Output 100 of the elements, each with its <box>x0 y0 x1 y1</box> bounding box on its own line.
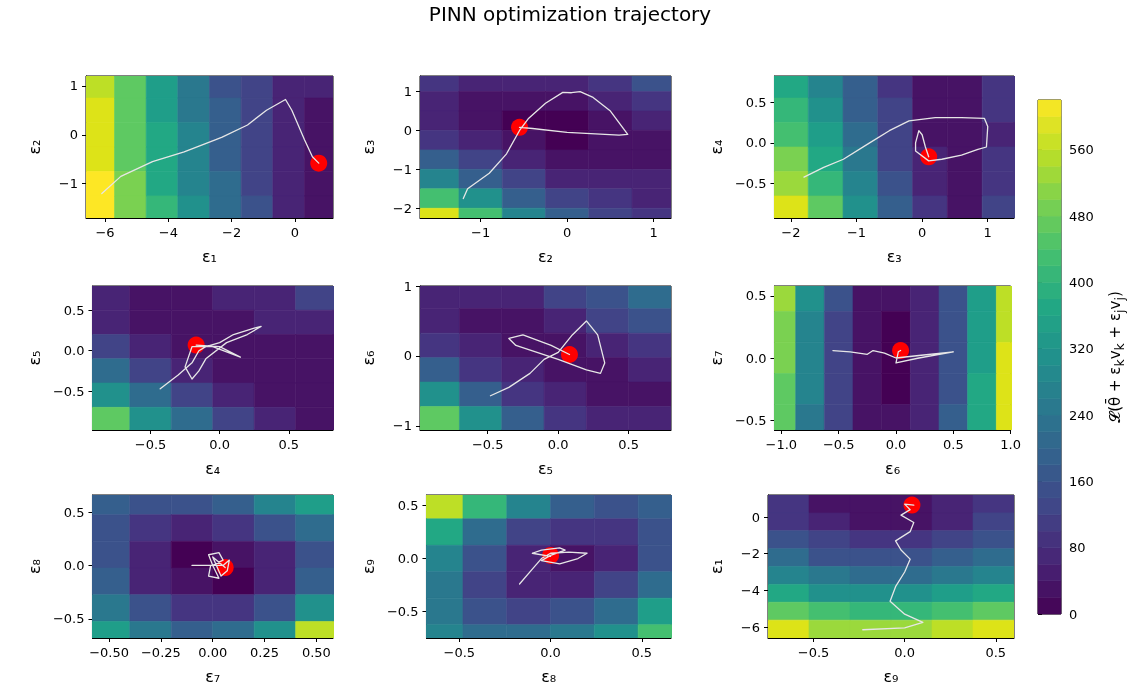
chart-title: PINN optimization trajectory <box>427 2 713 26</box>
y-tick-label: 0.0 <box>745 350 767 366</box>
x-tick-label: −2 <box>781 225 801 240</box>
y-tick-label: 0.0 <box>63 343 85 359</box>
y-tick-label: −1 <box>392 161 412 177</box>
point <box>145 146 179 172</box>
y-tick-label: 0 <box>69 127 78 143</box>
point <box>145 122 179 148</box>
x-axis-title: ε₁ <box>201 246 218 266</box>
x-tick-label: −0.5 <box>443 645 476 660</box>
y-tick-label: 0.0 <box>63 557 85 573</box>
y-axis-title: ε₉ <box>358 558 378 575</box>
point <box>145 171 179 197</box>
y-tick-label: 0 <box>403 122 412 138</box>
color-bar-label: 320 <box>1069 341 1094 357</box>
point <box>209 97 242 123</box>
y-tick-label: −0.5 <box>52 383 85 399</box>
point <box>177 122 210 148</box>
x-tick-label: 1 <box>649 225 658 240</box>
x-axis-title: ε₄ <box>205 458 221 478</box>
point <box>177 171 210 197</box>
line-series <box>489 320 606 397</box>
point <box>774 97 809 123</box>
color-bar-label: 240 <box>1069 407 1094 423</box>
point <box>114 171 147 197</box>
x-tick-label: 0.0 <box>547 437 569 452</box>
point <box>240 171 274 197</box>
point <box>842 171 879 197</box>
point <box>912 97 948 123</box>
point <box>824 373 854 405</box>
x-tick-label: 0.5 <box>278 437 300 452</box>
point <box>272 171 305 197</box>
point <box>947 171 983 197</box>
point <box>807 97 844 123</box>
y-axis-title: ε₆ <box>358 350 378 366</box>
point <box>824 342 854 374</box>
y-axis-title: ε₁ <box>706 558 726 575</box>
y-tick-label: 0 <box>751 509 760 525</box>
x-tick-label: −2 <box>222 225 242 240</box>
point <box>842 146 879 172</box>
x-axis-title: ε₈ <box>541 666 557 686</box>
point <box>114 97 147 123</box>
point <box>852 342 882 374</box>
x-tick-label: 0.5 <box>631 645 653 660</box>
x-tick-label: −1.0 <box>765 437 798 452</box>
x-tick-label: 0.00 <box>198 645 228 660</box>
x-axis-title: ε₆ <box>885 458 901 478</box>
x-tick-label: 0.5 <box>618 437 640 452</box>
point <box>881 311 911 343</box>
point <box>240 97 274 123</box>
x-tick-label: 1.0 <box>1000 437 1022 452</box>
point <box>967 311 997 343</box>
y-tick-label: 0.0 <box>397 551 419 567</box>
y-tick-label: 0.5 <box>63 504 85 520</box>
y-tick-label: 0.5 <box>397 498 419 514</box>
y-tick-label: −2 <box>740 546 760 562</box>
x-tick-label: 1 <box>983 225 992 240</box>
point <box>114 146 147 172</box>
x-tick-label: 0.50 <box>301 645 331 660</box>
point <box>947 122 983 148</box>
point <box>774 171 809 197</box>
y-tick-label: −0.5 <box>52 611 85 627</box>
point <box>209 171 242 197</box>
point <box>842 97 879 123</box>
y-axis-title: ε₄ <box>706 139 726 155</box>
point <box>824 311 854 343</box>
y-tick-label: −1 <box>58 176 78 192</box>
point <box>981 171 1015 197</box>
point <box>938 373 968 405</box>
point <box>807 171 844 197</box>
point <box>177 97 210 123</box>
point <box>910 373 940 405</box>
point <box>272 146 305 172</box>
y-tick-label: 0 <box>403 348 412 364</box>
y-axis-title: ε₈ <box>24 558 44 575</box>
x-tick-label: −0.5 <box>797 645 830 660</box>
point <box>877 171 913 197</box>
y-tick-label: 0.5 <box>63 302 85 318</box>
x-tick-label: −1 <box>471 225 491 240</box>
y-axis-title: ε₂ <box>24 139 44 155</box>
x-tick-label: 0 <box>917 225 927 240</box>
point <box>177 146 210 172</box>
point <box>795 311 825 343</box>
point <box>981 122 1015 148</box>
point <box>842 122 879 148</box>
point <box>947 97 983 123</box>
point <box>881 373 911 405</box>
point <box>877 146 913 172</box>
y-tick-label: −1 <box>392 418 412 434</box>
point <box>981 97 1015 123</box>
y-tick-label: −0.5 <box>734 412 767 428</box>
point <box>938 311 968 343</box>
color-bar-label: 80 <box>1069 540 1086 556</box>
x-tick-label: 0.5 <box>942 437 964 452</box>
line-series <box>159 325 262 390</box>
x-tick-label: −4 <box>158 225 178 240</box>
point <box>774 122 809 148</box>
point <box>807 122 844 148</box>
x-axis-title: ε₂ <box>537 246 554 266</box>
point <box>145 97 179 123</box>
